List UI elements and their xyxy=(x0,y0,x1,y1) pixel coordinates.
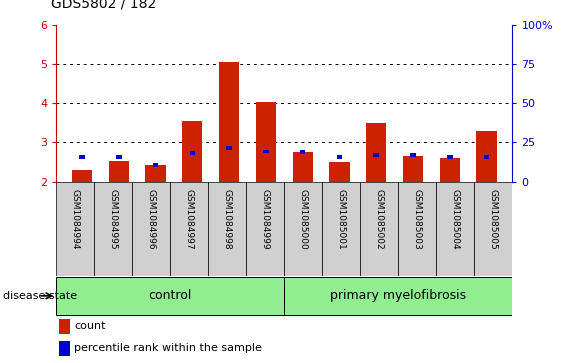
Text: GSM1084997: GSM1084997 xyxy=(185,189,194,250)
Text: GSM1085002: GSM1085002 xyxy=(375,189,384,250)
Bar xyxy=(337,155,342,159)
Bar xyxy=(447,155,453,159)
Text: GSM1085001: GSM1085001 xyxy=(337,189,346,250)
Bar xyxy=(360,182,399,276)
Bar xyxy=(293,152,313,182)
Bar xyxy=(171,182,208,276)
Text: GDS5802 / 182: GDS5802 / 182 xyxy=(51,0,156,11)
Bar xyxy=(476,131,497,182)
Text: GSM1085005: GSM1085005 xyxy=(489,189,498,250)
Bar xyxy=(373,154,379,157)
Bar xyxy=(219,62,239,182)
Text: GSM1084999: GSM1084999 xyxy=(261,189,270,250)
Bar xyxy=(56,182,95,276)
Bar xyxy=(256,102,276,182)
Bar xyxy=(153,163,158,167)
Text: GSM1084995: GSM1084995 xyxy=(109,189,118,250)
Bar xyxy=(79,155,85,159)
Bar xyxy=(247,182,284,276)
Text: GSM1085000: GSM1085000 xyxy=(299,189,308,250)
Bar xyxy=(56,277,284,315)
Text: primary myelofibrosis: primary myelofibrosis xyxy=(330,289,466,302)
Bar xyxy=(300,150,306,154)
Text: GSM1085004: GSM1085004 xyxy=(451,189,460,250)
Bar xyxy=(72,170,92,182)
Bar xyxy=(436,182,475,276)
Bar xyxy=(208,182,247,276)
Bar xyxy=(145,165,166,182)
Bar xyxy=(475,182,512,276)
Bar xyxy=(182,121,203,182)
Bar xyxy=(132,182,171,276)
Bar xyxy=(399,182,436,276)
Text: GSM1084994: GSM1084994 xyxy=(71,189,80,249)
Bar xyxy=(59,319,70,334)
Bar xyxy=(226,146,232,150)
Text: percentile rank within the sample: percentile rank within the sample xyxy=(74,343,262,353)
Bar xyxy=(322,182,360,276)
Bar xyxy=(95,182,132,276)
Bar xyxy=(109,161,129,182)
Bar xyxy=(59,340,70,356)
Text: GSM1084998: GSM1084998 xyxy=(223,189,232,250)
Bar xyxy=(484,155,489,159)
Bar xyxy=(440,158,460,182)
Bar xyxy=(263,150,269,154)
Text: control: control xyxy=(149,289,192,302)
Bar xyxy=(366,123,386,182)
Text: GSM1085003: GSM1085003 xyxy=(413,189,422,250)
Bar xyxy=(403,156,423,182)
Bar xyxy=(284,277,512,315)
Bar xyxy=(190,151,195,155)
Bar xyxy=(116,155,122,159)
Text: disease state: disease state xyxy=(3,291,77,301)
Text: count: count xyxy=(74,321,106,331)
Text: GSM1084996: GSM1084996 xyxy=(147,189,156,250)
Bar xyxy=(410,154,416,157)
Bar xyxy=(329,162,350,182)
Bar xyxy=(284,182,322,276)
